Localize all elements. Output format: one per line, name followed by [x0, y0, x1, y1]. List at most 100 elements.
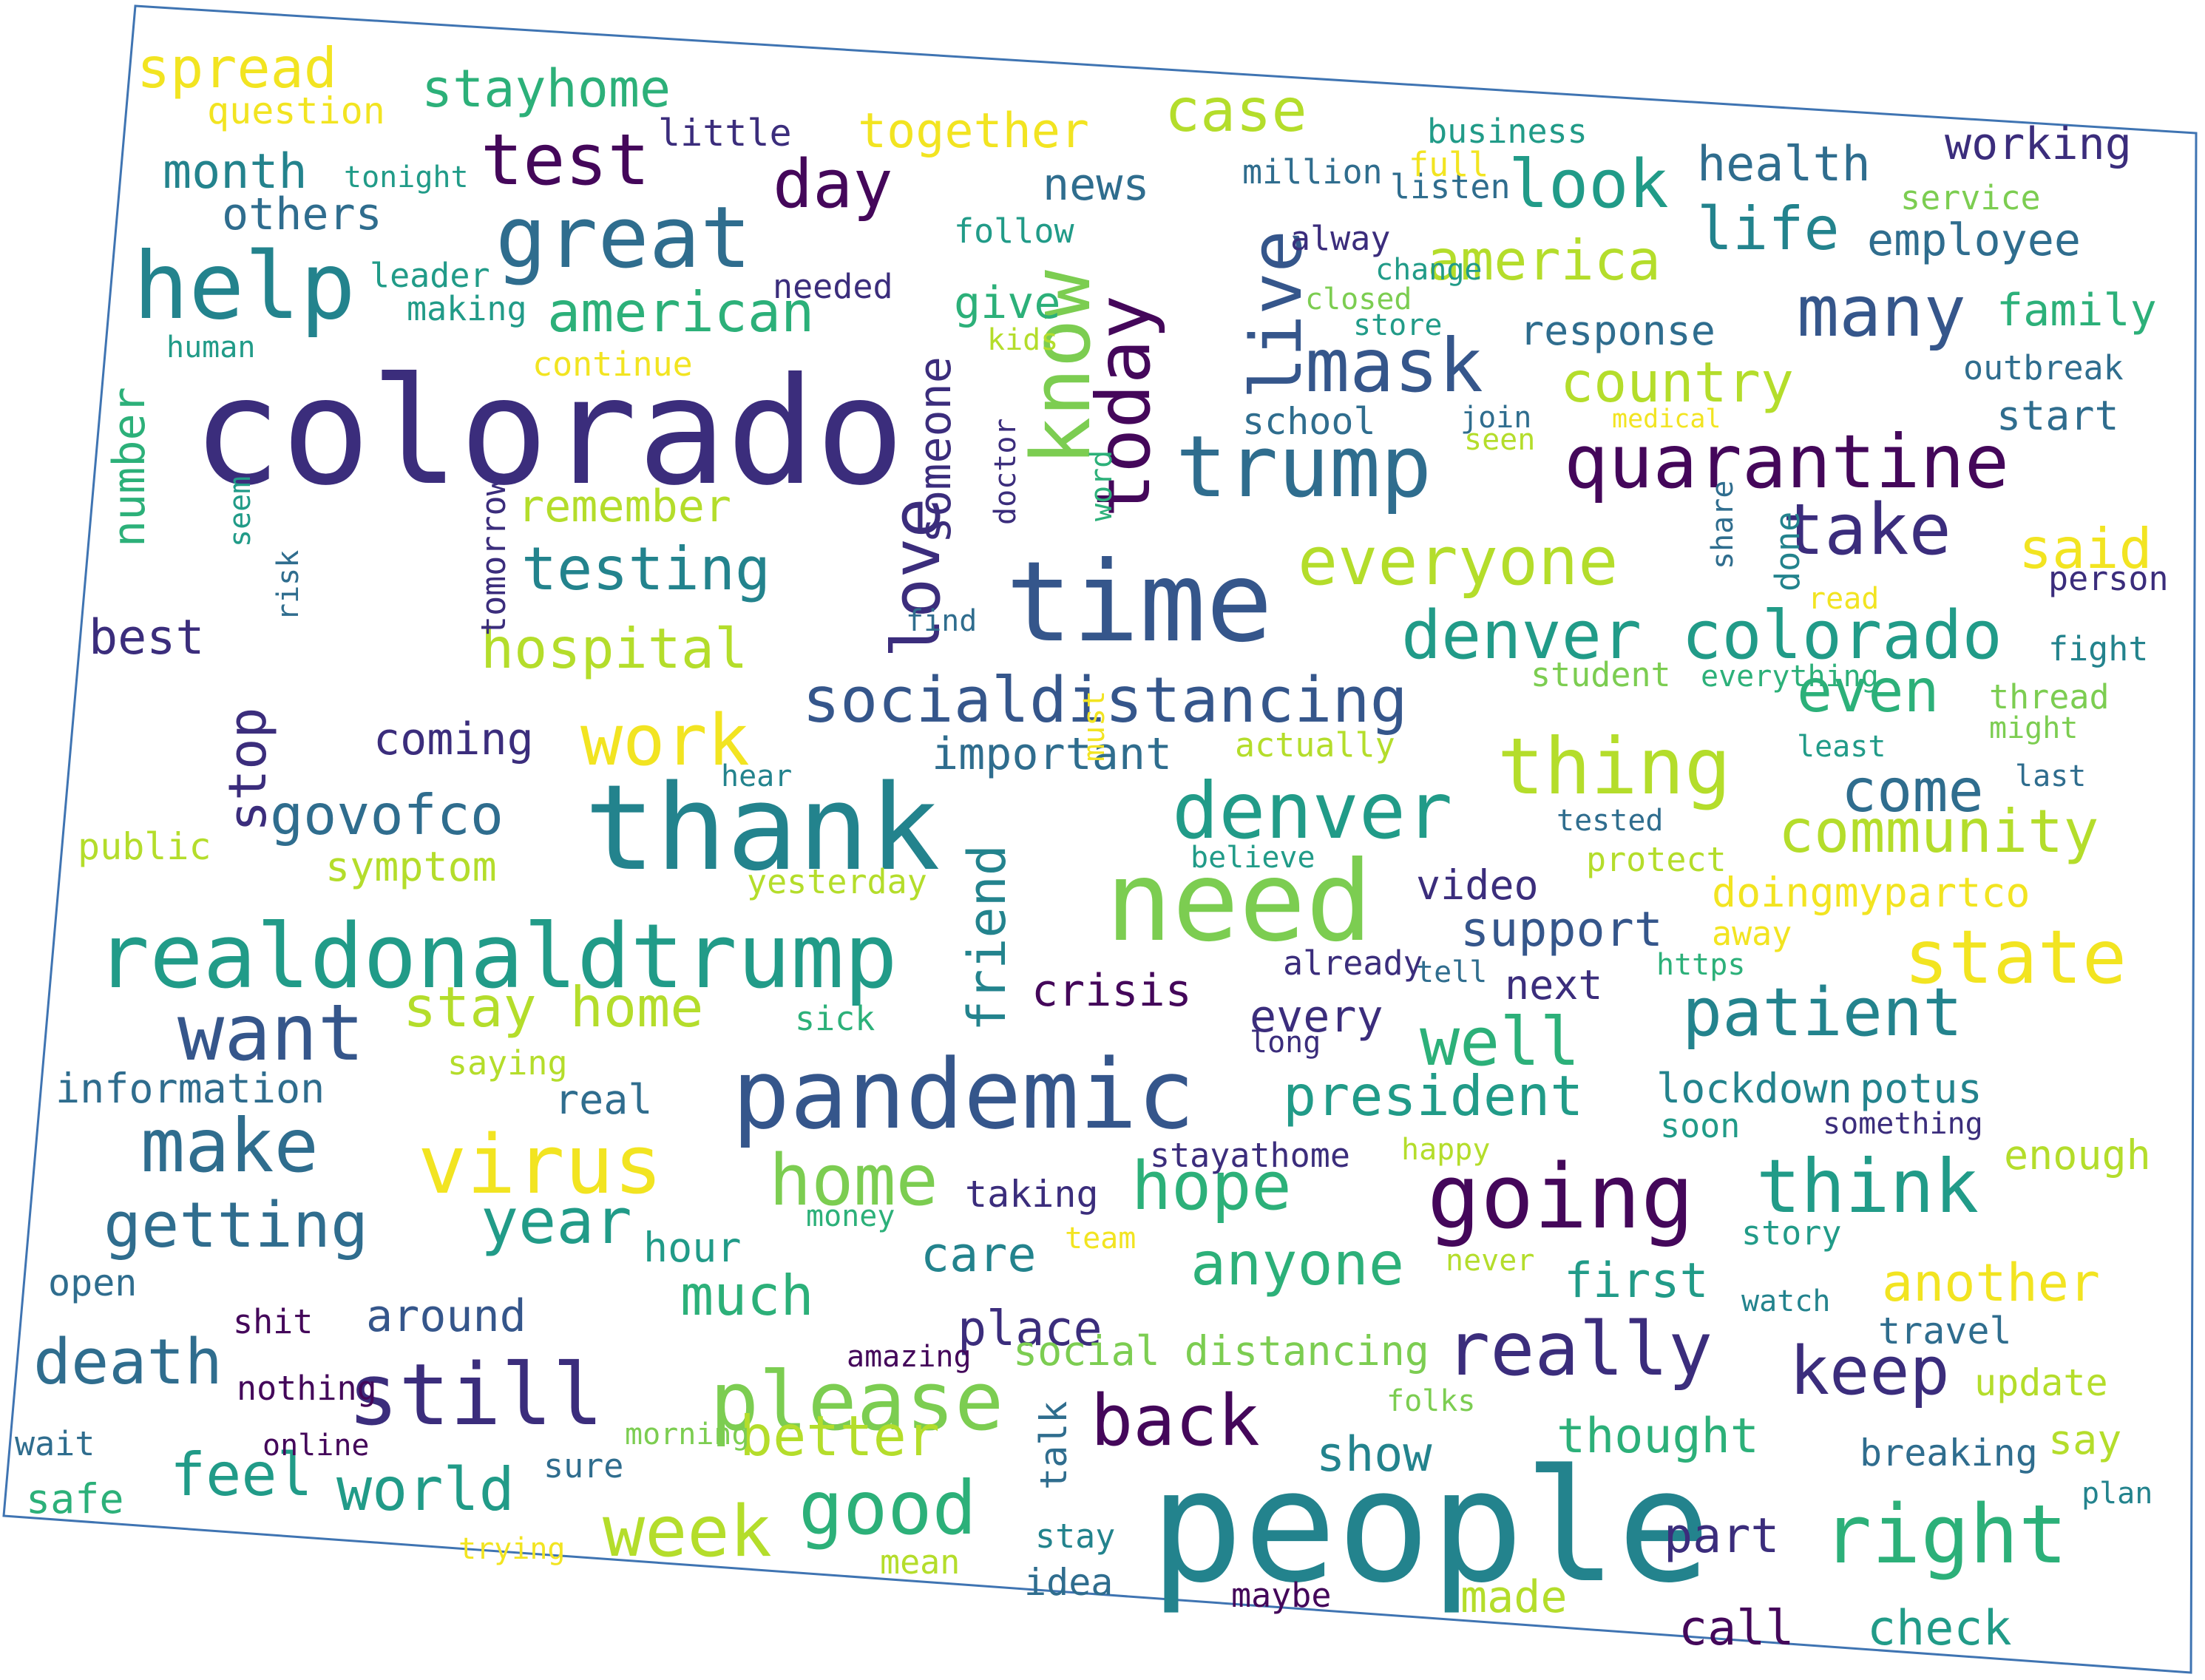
word-story: story [1741, 1213, 1842, 1253]
word-place: place [958, 1301, 1102, 1357]
word-news: news [1043, 159, 1150, 211]
word-open: open [48, 1261, 138, 1304]
word-saying: saying [447, 1043, 568, 1083]
word-wait: wait [15, 1424, 95, 1463]
word-socialdistancing: socialdistancing [802, 664, 1408, 737]
word-anyone: anyone [1190, 1230, 1404, 1298]
word-president: president [1283, 1063, 1584, 1128]
word-folks: folks [1386, 1384, 1476, 1418]
word-seem: seem [223, 475, 257, 547]
word-show: show [1316, 1427, 1432, 1483]
word-store: store [1353, 308, 1443, 342]
word-hear: hear [721, 759, 793, 793]
word-people: people [1150, 1436, 1711, 1617]
word-govofco: govofco [270, 782, 504, 847]
word-least: least [1797, 730, 1886, 764]
word-yesterday: yesterday [747, 862, 927, 901]
word-watch: watch [1741, 1284, 1831, 1318]
word-said: said [2019, 516, 2152, 581]
word-sick: sick [795, 999, 875, 1038]
word-best: best [89, 610, 205, 665]
word-thing: thing [1497, 722, 1732, 812]
word-help: help [133, 233, 356, 340]
word-shit: shit [233, 1302, 314, 1341]
word-full: full [1409, 145, 1489, 184]
word-school: school [1242, 400, 1376, 443]
word-home: home [769, 1140, 938, 1222]
word-life: life [1697, 194, 1840, 263]
word-online: online [262, 1429, 370, 1463]
word-social-distancing: social distancing [1013, 1327, 1429, 1375]
word-change: change [1375, 253, 1483, 287]
word-human: human [166, 331, 256, 365]
word-idea: idea [1024, 1561, 1114, 1604]
word-work: work [580, 700, 750, 782]
word-check: check [1867, 1601, 2012, 1656]
word-start: start [1996, 392, 2119, 439]
word-team: team [1065, 1222, 1137, 1256]
word-doctor: doctor [989, 418, 1023, 526]
word-friend: friend [957, 844, 1017, 1032]
word-outbreak: outbreak [1963, 348, 2124, 387]
word-soon: soon [1660, 1106, 1741, 1145]
word-person: person [2048, 559, 2169, 598]
word-potus: potus [1860, 1065, 1982, 1112]
word-others: others [222, 189, 382, 240]
word-already: already [1283, 944, 1423, 983]
word-talk: talk [1032, 1400, 1075, 1490]
word-country: country [1560, 350, 1795, 415]
word-come: come [1841, 756, 1984, 825]
word-money: money [806, 1199, 895, 1233]
word-stayathome: stayathome [1150, 1136, 1350, 1175]
word-employee: employee [1867, 214, 2081, 266]
word-risk: risk [271, 549, 305, 621]
word-hope: hope [1131, 1148, 1292, 1225]
word-service: service [1900, 178, 2041, 217]
word-mask: mask [1305, 322, 1483, 409]
word-quarantine: quarantine [1564, 419, 2010, 505]
word-someone: someone [910, 356, 961, 543]
word-alway: alway [1290, 219, 1391, 258]
word-trump: trump [1176, 418, 1432, 517]
word-must: must [1077, 690, 1111, 762]
word-thank: thank [584, 759, 941, 897]
word-making: making [407, 289, 527, 328]
word-find: find [906, 604, 978, 638]
word-american: american [547, 280, 815, 345]
word-last: last [2015, 759, 2087, 793]
word-family: family [1996, 285, 2157, 336]
word-word: word [1085, 450, 1119, 521]
word-state: state [1904, 914, 2127, 1000]
word-case: case [1165, 76, 1307, 145]
word-done: done [1768, 511, 1807, 592]
word-think: think [1756, 1143, 1979, 1230]
word-taking: taking [965, 1173, 1099, 1216]
word-denver-colorado: denver colorado [1401, 597, 2002, 674]
word-denver: denver [1172, 766, 1453, 856]
word-call: call [1679, 1601, 1795, 1656]
word-virus: virus [418, 1117, 663, 1212]
word-around: around [366, 1290, 526, 1342]
word-stay-home: stay home [403, 975, 704, 1040]
word-travel: travel [1878, 1310, 2012, 1352]
word-remember: remember [518, 481, 731, 532]
word-million: million [1242, 152, 1383, 192]
word-seen: seen [1464, 423, 1536, 457]
word-believe: believe [1190, 841, 1315, 875]
word-thread: thread [1989, 677, 2110, 717]
word-video: video [1416, 861, 1539, 909]
word-community: community [1778, 797, 2099, 866]
word-keep: keep [1789, 1332, 1950, 1410]
word-sure: sure [543, 1446, 624, 1486]
word-next: next [1505, 961, 1603, 1009]
word-support: support [1460, 902, 1663, 958]
word-first: first [1564, 1253, 1709, 1309]
word-kids: kids [987, 323, 1059, 357]
word-maybe: maybe [1231, 1576, 1332, 1615]
word-mean: mean [880, 1542, 961, 1582]
word-colorado: colorado [192, 346, 905, 518]
word-look: look [1508, 146, 1669, 223]
word-information: information [55, 1065, 325, 1112]
